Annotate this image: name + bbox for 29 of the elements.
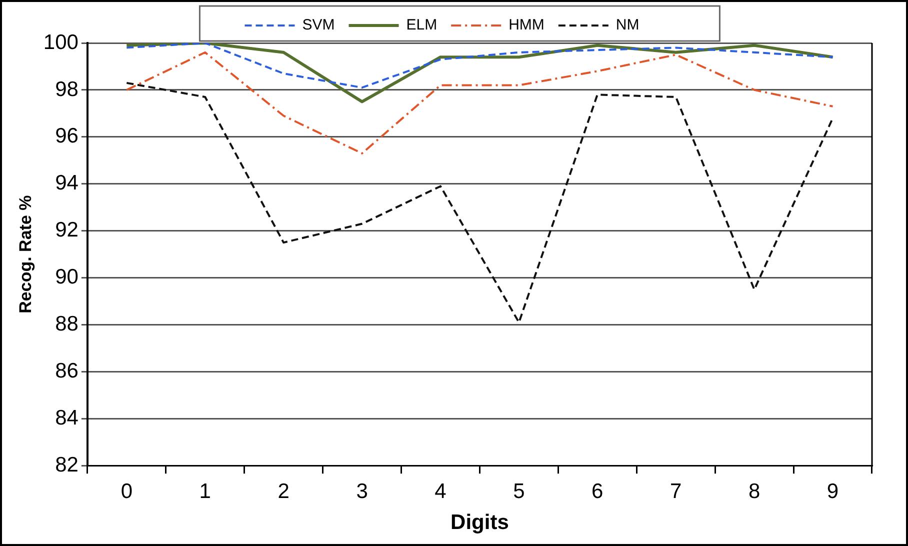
x-tick-label: 3: [356, 480, 368, 503]
y-tick-label: 92: [55, 218, 78, 242]
y-tick-label: 86: [55, 359, 78, 382]
legend-label: HMM: [508, 16, 544, 34]
x-tick-label: 2: [278, 480, 290, 503]
line-series: [126, 51, 834, 154]
line-series: [126, 82, 834, 324]
legend-label: SVM: [302, 16, 335, 34]
y-tick-label: 98: [55, 78, 78, 101]
x-axis-title: Digits: [450, 511, 509, 534]
x-tick-label: 1: [199, 480, 211, 503]
y-tick-label: 84: [55, 406, 79, 430]
legend-label: NM: [616, 16, 640, 34]
y-tick-label: 100: [43, 30, 78, 54]
y-tick-label: 96: [55, 124, 78, 148]
x-tick-label: 9: [826, 480, 839, 503]
y-tick-label: 82: [55, 453, 78, 476]
x-tick-label: 0: [120, 480, 133, 503]
x-tick-label: 7: [670, 480, 682, 503]
y-tick-label: 88: [55, 312, 78, 336]
x-tick-label: 8: [748, 480, 760, 503]
line-series: [126, 43, 834, 89]
y-tick-label: 94: [55, 172, 79, 195]
y-tick-label: 90: [55, 266, 78, 289]
x-tick-label: 4: [434, 480, 447, 503]
x-tick-label: 6: [592, 480, 604, 503]
x-tick-label: 5: [513, 480, 525, 503]
y-axis-title: Recog. Rate %: [16, 195, 35, 314]
legend-label: ELM: [406, 16, 438, 34]
